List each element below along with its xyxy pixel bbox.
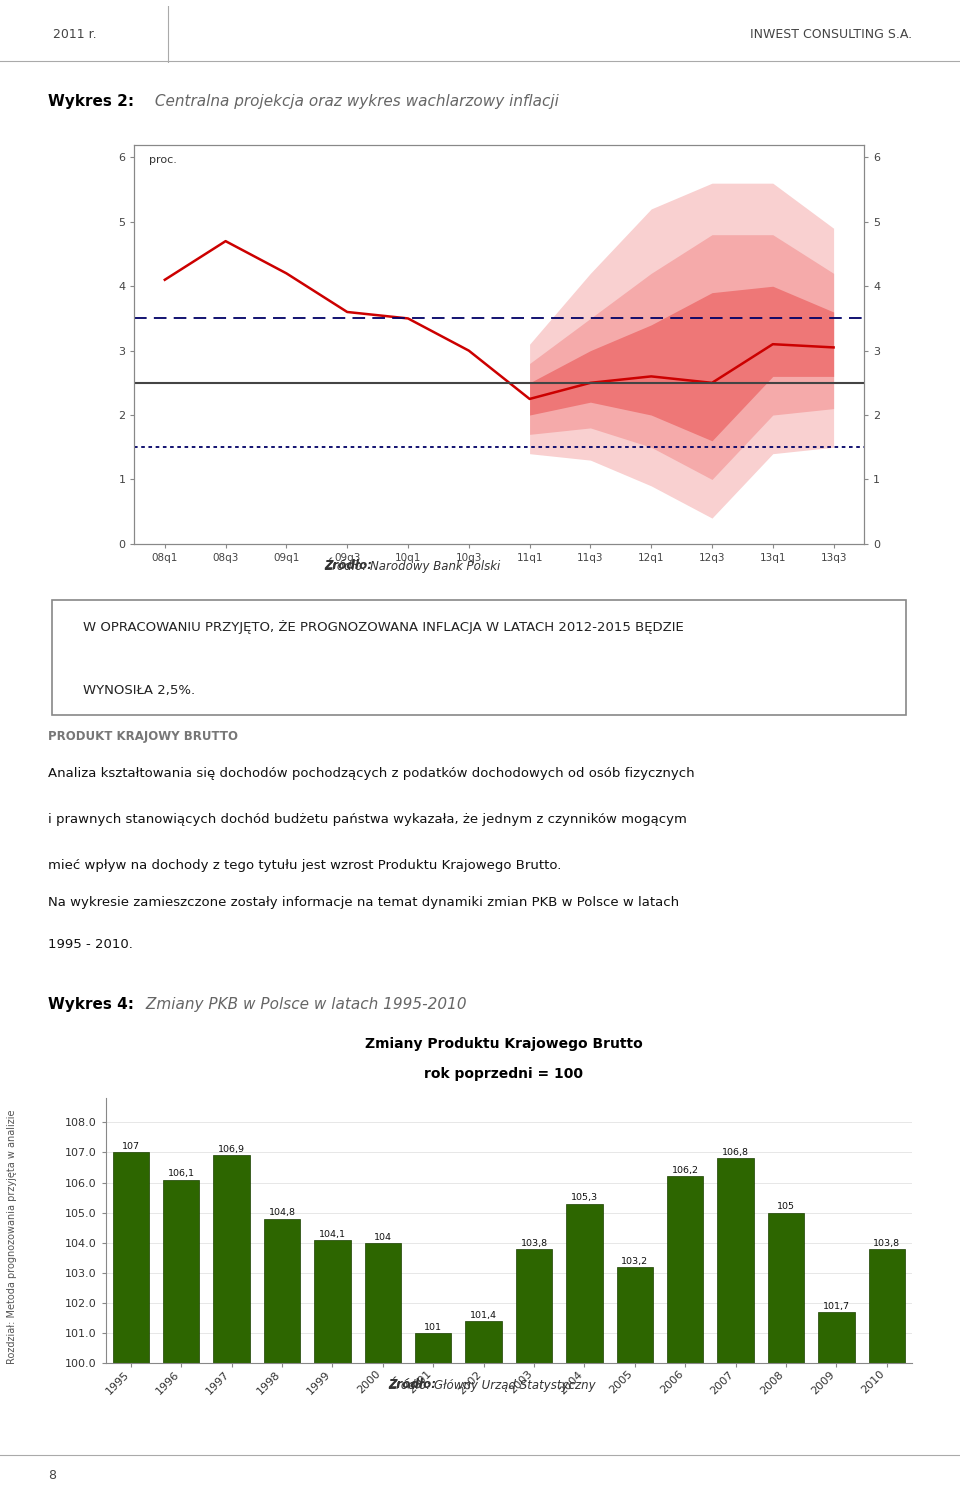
Bar <box>616 1266 653 1363</box>
Text: rok poprzedni = 100: rok poprzedni = 100 <box>424 1067 584 1080</box>
Bar <box>112 1152 149 1363</box>
Text: W OPRACOWANIU PRZYJĘTO, ŻE PROGNOZOWANA INFLACJA W LATACH 2012-2015 BĘDZIE: W OPRACOWANIU PRZYJĘTO, ŻE PROGNOZOWANA … <box>83 620 684 635</box>
Text: Wykres 4:: Wykres 4: <box>48 997 134 1012</box>
Text: Analiza kształtowania się dochodów pochodzących z podatków dochodowych od osób f: Analiza kształtowania się dochodów pocho… <box>48 767 695 781</box>
Text: 103,8: 103,8 <box>874 1238 900 1247</box>
Bar <box>566 1204 603 1363</box>
Text: Wykres 2:: Wykres 2: <box>48 94 134 109</box>
Bar <box>213 1155 250 1363</box>
Bar <box>667 1177 704 1363</box>
Text: Źródło:: Źródło: <box>388 1378 436 1392</box>
Text: Zmiany Produktu Krajowego Brutto: Zmiany Produktu Krajowego Brutto <box>365 1037 643 1050</box>
Bar <box>818 1313 854 1363</box>
Text: Źródło: Narodowy Bank Polski: Źródło: Narodowy Bank Polski <box>324 559 501 572</box>
Text: 101: 101 <box>424 1323 443 1332</box>
Bar <box>314 1240 350 1363</box>
Text: 104,8: 104,8 <box>269 1208 296 1217</box>
Bar <box>264 1219 300 1363</box>
Text: 1995 - 2010.: 1995 - 2010. <box>48 939 132 951</box>
Text: proc.: proc. <box>149 155 177 164</box>
Text: Zmiany PKB w Polsce w latach 1995-2010: Zmiany PKB w Polsce w latach 1995-2010 <box>141 997 467 1012</box>
Text: mieć wpływ na dochody z tego tytułu jest wzrost Produktu Krajowego Brutto.: mieć wpływ na dochody z tego tytułu jest… <box>48 860 562 873</box>
Text: Źródło:: Źródło: <box>324 559 372 572</box>
Bar <box>869 1249 905 1363</box>
Text: 101,7: 101,7 <box>823 1302 850 1311</box>
Text: 104: 104 <box>373 1232 392 1241</box>
Text: Na wykresie zamieszczone zostały informacje na temat dynamiki zmian PKB w Polsce: Na wykresie zamieszczone zostały informa… <box>48 897 679 909</box>
Bar <box>415 1334 451 1363</box>
Text: PRODUKT KRAJOWY BRUTTO: PRODUKT KRAJOWY BRUTTO <box>48 730 238 744</box>
Text: INWEST CONSULTING S.A.: INWEST CONSULTING S.A. <box>750 28 912 40</box>
Bar <box>768 1213 804 1363</box>
Text: 106,2: 106,2 <box>672 1167 699 1176</box>
Text: WYNOSIŁA 2,5%.: WYNOSIŁA 2,5%. <box>83 684 195 697</box>
Text: 101,4: 101,4 <box>470 1311 497 1320</box>
Text: 2011 r.: 2011 r. <box>53 28 96 40</box>
Text: Centralna projekcja oraz wykres wachlarzowy inflacji: Centralna projekcja oraz wykres wachlarz… <box>150 94 559 109</box>
Bar <box>365 1243 401 1363</box>
Text: 106,8: 106,8 <box>722 1149 749 1158</box>
Text: 107: 107 <box>122 1143 140 1152</box>
Bar <box>717 1158 754 1363</box>
Text: i prawnych stanowiących dochód budżetu państwa wykazała, że jednym z czynników m: i prawnych stanowiących dochód budżetu p… <box>48 814 686 827</box>
Text: Źródło: Główny Urząd Statystyczny: Źródło: Główny Urząd Statystyczny <box>388 1378 595 1392</box>
Text: 103,2: 103,2 <box>621 1256 648 1265</box>
Text: 8: 8 <box>48 1469 56 1483</box>
Text: 106,9: 106,9 <box>218 1146 245 1155</box>
Text: 106,1: 106,1 <box>168 1170 195 1179</box>
Bar <box>516 1249 552 1363</box>
Bar <box>163 1180 200 1363</box>
FancyBboxPatch shape <box>52 599 906 715</box>
Text: Rozdział: Metoda prognozowania przyjęta w analizie: Rozdział: Metoda prognozowania przyjęta … <box>7 1110 17 1363</box>
Text: 103,8: 103,8 <box>520 1238 547 1247</box>
Text: 105,3: 105,3 <box>571 1193 598 1202</box>
Text: 105: 105 <box>777 1202 795 1211</box>
Text: 104,1: 104,1 <box>319 1229 346 1238</box>
Bar <box>466 1322 502 1363</box>
